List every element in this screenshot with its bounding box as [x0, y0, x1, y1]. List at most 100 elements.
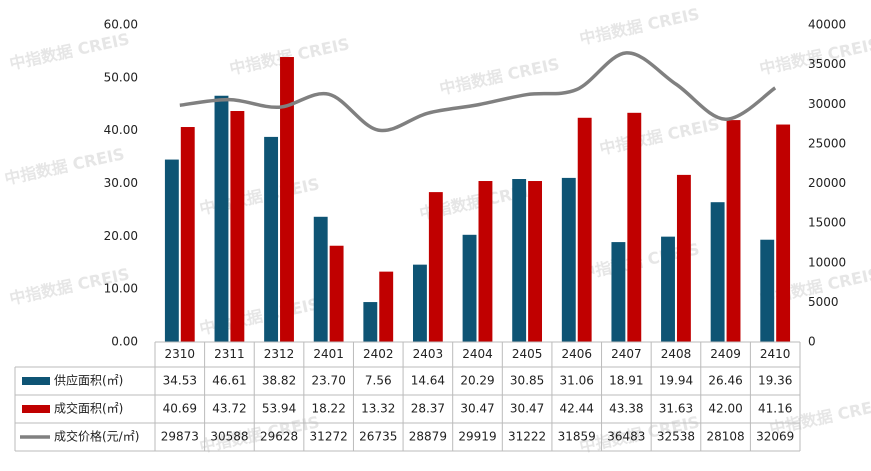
bar: [528, 181, 543, 342]
y2-tick-label: 10000: [808, 255, 846, 269]
table-cell: 28.37: [411, 402, 445, 416]
x-tick-label: 2310: [165, 347, 196, 361]
table-cell: 40.69: [163, 402, 197, 416]
table-cell: 32538: [657, 430, 695, 444]
x-tick-label: 2401: [313, 347, 344, 361]
y2-tick-label: 5000: [808, 295, 839, 309]
bar: [329, 245, 344, 342]
table-cell: 29628: [260, 430, 298, 444]
bar: [214, 95, 229, 342]
table-cell: 26735: [359, 430, 397, 444]
x-tick-label: 2410: [760, 347, 791, 361]
y2-tick-label: 30000: [808, 97, 846, 111]
bar: [776, 124, 791, 343]
y-tick-label: 60.00: [104, 18, 138, 32]
bar: [462, 234, 477, 342]
table-cell: 28108: [706, 430, 744, 444]
y-tick-label: 0.00: [111, 335, 138, 349]
table-cell: 28879: [409, 430, 447, 444]
y-tick-label: 40.00: [104, 123, 138, 137]
price-line: [179, 51, 777, 133]
table-cell: 29873: [161, 430, 199, 444]
table-cell: 23.70: [311, 374, 345, 388]
table-cell: 19.36: [758, 374, 792, 388]
table-cell: 26.46: [708, 374, 742, 388]
y-tick-label: 50.00: [104, 70, 138, 84]
bar: [313, 216, 328, 342]
table-cell: 43.38: [609, 402, 643, 416]
x-tick-label: 2406: [561, 347, 592, 361]
x-tick-label: 2311: [214, 347, 245, 361]
table-cell: 31859: [558, 430, 596, 444]
bar: [710, 202, 725, 342]
table-cell: 46.61: [212, 374, 246, 388]
y2-tick-label: 40000: [808, 18, 846, 32]
table-cell: 53.94: [262, 402, 296, 416]
bar: [180, 127, 195, 342]
bar: [676, 174, 691, 342]
bar: [760, 239, 775, 342]
x-tick-label: 2312: [264, 347, 295, 361]
legend-label: 成交面积(㎡): [54, 401, 123, 416]
watermark: 中指数据 CREIS: [598, 114, 721, 158]
y2-tick-label: 0: [808, 335, 816, 349]
y-tick-label: 20.00: [104, 229, 138, 243]
table-cell: 42.44: [560, 402, 594, 416]
x-tick-label: 2407: [611, 347, 642, 361]
legend-label: 供应面积(㎡): [54, 373, 123, 388]
legend-swatch: [22, 405, 50, 413]
bar: [512, 179, 527, 342]
y2-tick-label: 25000: [808, 136, 846, 150]
table-cell: 29919: [458, 430, 496, 444]
table-cell: 30.47: [460, 402, 494, 416]
legend-label: 成交价格(元/㎡): [54, 429, 139, 444]
bar: [577, 117, 592, 342]
bar: [478, 181, 493, 342]
y2-tick-label: 20000: [808, 176, 846, 190]
bar: [164, 159, 179, 342]
bar: [627, 112, 642, 343]
bar: [412, 264, 427, 342]
x-tick-label: 2408: [661, 347, 692, 361]
table-cell: 18.91: [609, 374, 643, 388]
table-cell: 30.85: [510, 374, 544, 388]
table-cell: 31.63: [659, 402, 693, 416]
x-tick-label: 2404: [462, 347, 493, 361]
table-cell: 31222: [508, 430, 546, 444]
watermark: 中指数据 CREIS: [578, 4, 701, 48]
x-tick-label: 2402: [363, 347, 394, 361]
x-tick-label: 2409: [710, 347, 741, 361]
table-cell: 34.53: [163, 374, 197, 388]
table-cell: 7.56: [365, 374, 392, 388]
legend-swatch: [22, 377, 50, 385]
table-cell: 42.00: [708, 402, 742, 416]
table-cell: 30.47: [510, 402, 544, 416]
table-cell: 31.06: [560, 374, 594, 388]
bar: [726, 120, 741, 342]
bar: [264, 136, 279, 342]
bar: [379, 271, 394, 342]
table-cell: 13.32: [361, 402, 395, 416]
table-cell: 31272: [310, 430, 348, 444]
bar: [611, 242, 626, 342]
y-tick-label: 10.00: [104, 282, 138, 296]
y2-tick-label: 35000: [808, 57, 846, 71]
watermark: 中指数据 CREIS: [8, 29, 131, 73]
table-cell: 32069: [756, 430, 794, 444]
table-cell: 43.72: [212, 402, 246, 416]
y2-tick-label: 15000: [808, 216, 846, 230]
bar: [363, 302, 378, 342]
bar: [428, 192, 443, 342]
bar: [561, 177, 576, 342]
table-cell: 30588: [210, 430, 248, 444]
table-cell: 14.64: [411, 374, 445, 388]
y-tick-label: 30.00: [104, 176, 138, 190]
table-cell: 20.29: [460, 374, 494, 388]
watermark: 中指数据 CREIS: [438, 54, 561, 98]
table-cell: 19.94: [659, 374, 693, 388]
bar: [661, 236, 675, 342]
table-cell: 38.82: [262, 374, 296, 388]
table-cell: 18.22: [311, 402, 345, 416]
x-tick-label: 2405: [512, 347, 543, 361]
